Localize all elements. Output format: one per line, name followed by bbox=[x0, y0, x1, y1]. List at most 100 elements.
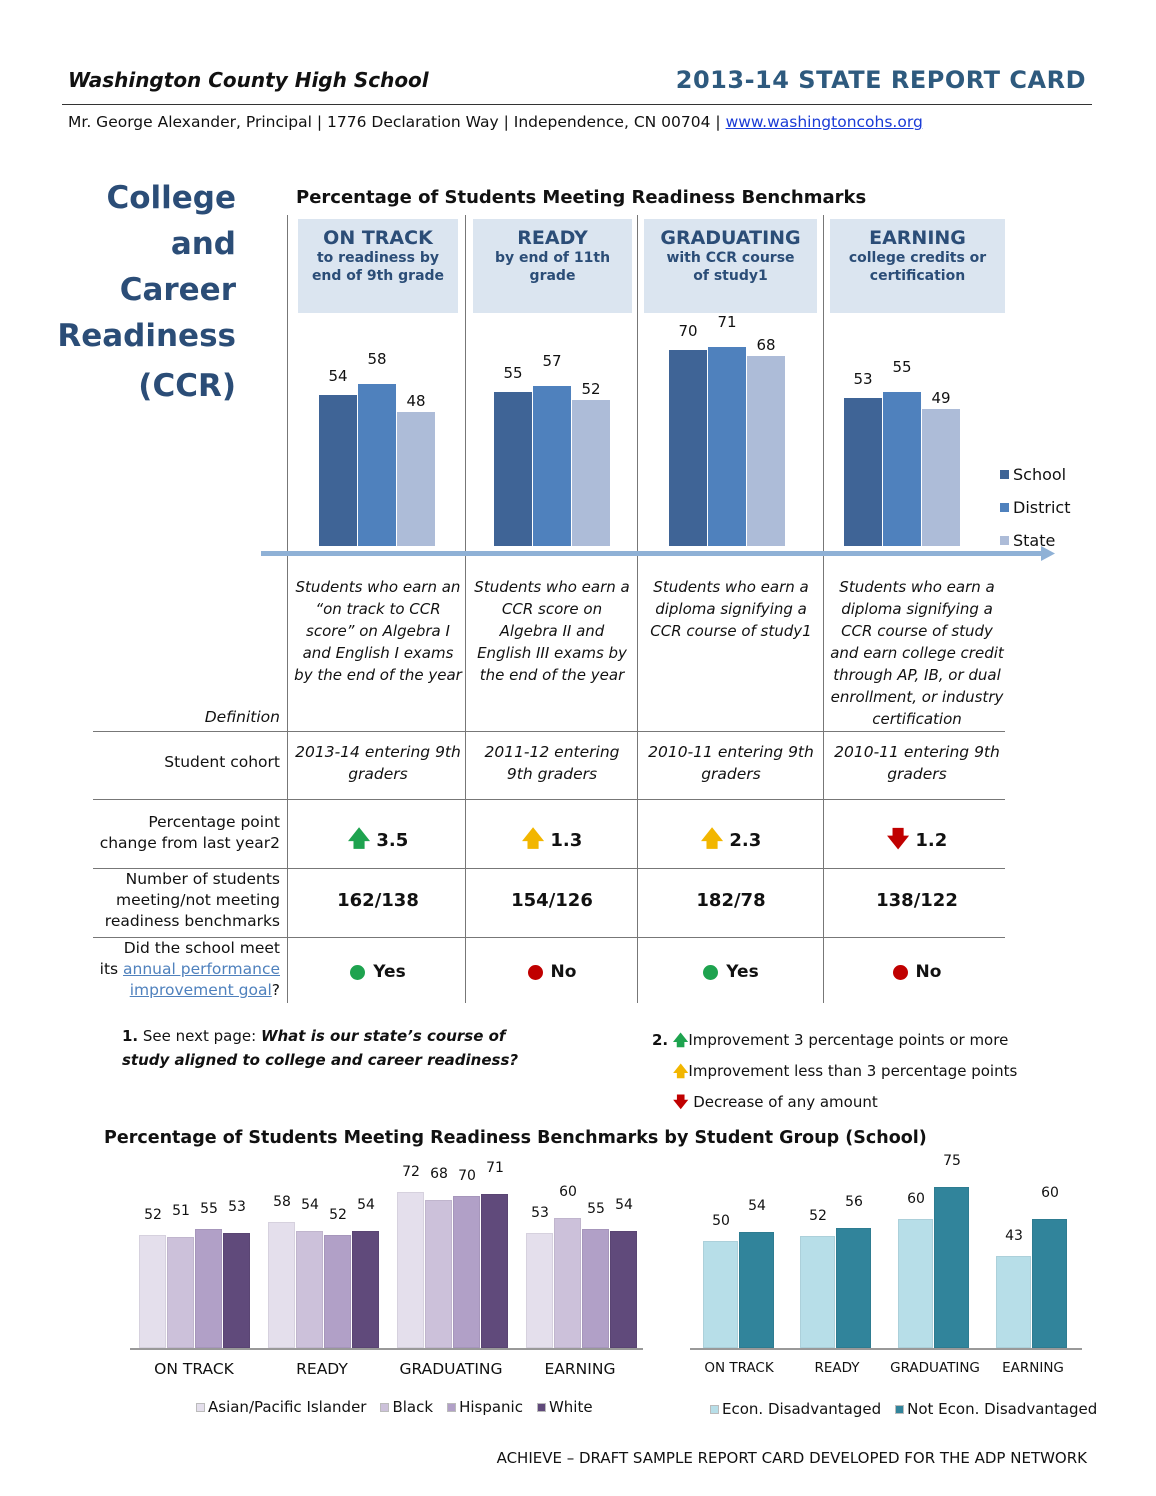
row-divider bbox=[93, 799, 1005, 800]
swatch bbox=[536, 1402, 546, 1412]
swatch bbox=[196, 1402, 205, 1412]
title-line: and bbox=[170, 226, 236, 262]
bar-not-econ-disadvantaged bbox=[1032, 1219, 1067, 1348]
goal-link[interactable]: annual performance bbox=[123, 960, 280, 978]
header-box-on-track: ON TRACK to readiness by end of 9th grade bbox=[298, 219, 458, 313]
divider bbox=[62, 104, 1092, 105]
label-line: Number of students bbox=[125, 870, 280, 888]
cohort-line: 2010-11 entering 9th bbox=[834, 743, 1000, 761]
bar-not-econ-disadvantaged bbox=[836, 1227, 871, 1348]
data-label: 57 bbox=[542, 352, 562, 371]
legend-item: Econ. Disadvantaged bbox=[710, 1400, 881, 1418]
data-label: 54 bbox=[748, 1197, 766, 1214]
cohort-line: 2011-12 entering bbox=[484, 743, 620, 761]
label-text: its bbox=[99, 960, 124, 978]
category-label: GRADUATING bbox=[890, 1360, 980, 1376]
label-text: ? bbox=[271, 981, 280, 999]
box-title: EARNING bbox=[869, 227, 966, 249]
goal-link[interactable]: improvement goal bbox=[129, 981, 272, 999]
x-axis bbox=[130, 1348, 643, 1350]
definition-line: Students who earn a bbox=[653, 578, 809, 596]
chart-title: Percentage of Students Meeting Readiness… bbox=[296, 187, 867, 208]
bar-state bbox=[922, 408, 960, 546]
goal-text: No bbox=[915, 962, 942, 982]
status-dot-icon bbox=[527, 964, 543, 980]
footnote-number: 1. bbox=[122, 1027, 139, 1045]
data-label: 56 bbox=[845, 1193, 863, 1210]
bar-hispanic bbox=[195, 1228, 222, 1348]
footnote-text: See next page: bbox=[138, 1027, 261, 1045]
data-label: 52 bbox=[809, 1208, 827, 1225]
data-label: 70 bbox=[678, 322, 698, 340]
data-label: 75 bbox=[943, 1152, 961, 1169]
footnote-number: 2. bbox=[652, 1031, 669, 1049]
legend-state: State bbox=[1000, 524, 1070, 557]
students-count: 182/78 bbox=[696, 890, 766, 911]
data-label: 60 bbox=[1041, 1185, 1059, 1201]
bar-district bbox=[883, 392, 921, 546]
legend-item: Not Econ. Disadvantaged bbox=[895, 1400, 1097, 1418]
row-label-cohort: Student cohort bbox=[164, 753, 280, 771]
footnote-emphasis: What is our state’s course of study alig… bbox=[122, 1027, 519, 1069]
bar-asian-pacific-islander bbox=[268, 1222, 295, 1348]
report-title: 2013-14 STATE REPORT CARD bbox=[675, 66, 1086, 94]
goal-status: Yes bbox=[318, 962, 438, 982]
swatch bbox=[1000, 536, 1009, 545]
definition-line: Students who earn a bbox=[474, 578, 630, 596]
chart-legend: Asian/Pacific Islander Black Hispanic White bbox=[196, 1398, 593, 1416]
change-number: 1.2 bbox=[915, 830, 948, 851]
header-box-graduating: GRADUATING with CCR course of study1 bbox=[644, 219, 817, 313]
legend-text: Improvement 3 percentage points or more bbox=[688, 1031, 1009, 1049]
status-dot-icon bbox=[350, 964, 366, 980]
change-value: 🡅 3.5 bbox=[318, 822, 438, 860]
category-label: READY bbox=[814, 1360, 860, 1376]
definition-line: diploma signifying a bbox=[841, 600, 993, 618]
bar-white bbox=[610, 1230, 637, 1348]
students-count: 162/138 bbox=[337, 890, 419, 911]
students-count: 154/126 bbox=[511, 890, 593, 911]
data-label: 48 bbox=[406, 391, 426, 410]
definition-line: English III exams by bbox=[477, 644, 627, 662]
bar-black bbox=[296, 1230, 323, 1348]
data-label: 53 bbox=[531, 1204, 549, 1221]
arrow-up-yellow-icon: 🡅 bbox=[673, 1062, 689, 1080]
category-label: READY bbox=[296, 1360, 348, 1378]
box-title: GRADUATING bbox=[660, 227, 801, 249]
row-divider bbox=[93, 937, 1005, 938]
bar-white bbox=[223, 1232, 250, 1348]
definition-line: diploma signifying a bbox=[655, 600, 807, 618]
swatch bbox=[380, 1402, 390, 1412]
column-divider bbox=[637, 215, 638, 1003]
data-label: 52 bbox=[581, 380, 601, 399]
legend-item: Asian/Pacific Islander bbox=[196, 1398, 366, 1416]
data-label: 52 bbox=[329, 1207, 347, 1224]
bar-district bbox=[708, 347, 746, 546]
legend-label: School bbox=[1013, 465, 1067, 484]
legend-label: Black bbox=[392, 1398, 434, 1416]
data-label: 53 bbox=[853, 369, 873, 388]
title-line: Career bbox=[119, 272, 236, 308]
bar-not-econ-disadvantaged bbox=[739, 1231, 774, 1348]
bar-econ-disadvantaged bbox=[703, 1240, 738, 1348]
footnote-2: 2. 🡅 Improvement 3 percentage points or m… bbox=[652, 1025, 1017, 1118]
swatch bbox=[1000, 470, 1009, 479]
chart-legend: Econ. Disadvantaged Not Econ. Disadvantag… bbox=[710, 1400, 1097, 1418]
definition-line: CCR course of study bbox=[841, 622, 993, 640]
group-chart-title: Percentage of Students Meeting Readiness… bbox=[104, 1128, 927, 1148]
label-line: Percentage point bbox=[148, 813, 280, 831]
definition-line: CCR course of study1 bbox=[650, 622, 812, 640]
legend-item: Black bbox=[380, 1398, 433, 1416]
data-label: 54 bbox=[301, 1196, 319, 1213]
bar-district bbox=[358, 383, 396, 546]
row-label-change: Percentage point change from last year2 bbox=[100, 812, 280, 854]
data-label: 53 bbox=[228, 1198, 246, 1215]
website-link[interactable]: www.washingtoncohs.org bbox=[725, 113, 923, 131]
cohort-line: 9th graders bbox=[506, 765, 598, 783]
arrow-up-yellow-icon: 🡅 bbox=[700, 827, 724, 852]
legend-label: Not Econ. Disadvantaged bbox=[907, 1400, 1098, 1418]
legend-label: Econ. Disadvantaged bbox=[722, 1400, 882, 1418]
category-label: EARNING bbox=[544, 1360, 616, 1378]
status-dot-icon bbox=[892, 964, 908, 980]
data-label: 54 bbox=[357, 1196, 375, 1213]
legend-item: White bbox=[536, 1398, 593, 1416]
